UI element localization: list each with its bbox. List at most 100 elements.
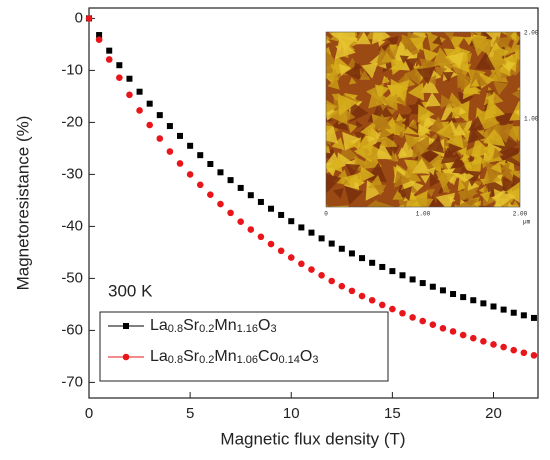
inset-grain [379, 126, 392, 139]
data-point [409, 314, 416, 321]
inset-grain [365, 135, 381, 150]
data-point [156, 112, 163, 119]
y-tick-label: 0 [75, 9, 83, 26]
data-point [268, 205, 275, 212]
inset-grain [393, 32, 407, 33]
inset-grain [313, 73, 326, 87]
inset-grain [404, 159, 421, 175]
legend-label: La0.8Sr0.2Mn1.06Co0.14O3 [150, 348, 319, 366]
inset-grain [342, 206, 357, 207]
inset-grain [434, 66, 448, 79]
plot-frame [88, 7, 539, 399]
inset-grain [376, 208, 383, 215]
inset-grain [473, 200, 481, 207]
data-point [480, 300, 487, 307]
data-point [227, 177, 234, 184]
inset-grain [348, 123, 358, 134]
inset-grain [336, 93, 358, 116]
inset-grain [420, 175, 430, 184]
data-point [328, 277, 336, 285]
inset-grain [509, 100, 520, 121]
data-point [500, 306, 507, 313]
inset-grain [314, 54, 325, 67]
legend-marker [123, 323, 129, 329]
data-point [429, 321, 437, 328]
data-point [460, 294, 467, 301]
inset-grain [415, 198, 434, 207]
inset-grain [382, 93, 398, 111]
data-point [338, 282, 346, 290]
inset-grain [406, 32, 407, 33]
inset-grain [432, 35, 443, 46]
inset-grain [456, 172, 466, 183]
inset-grain [505, 60, 516, 72]
inset-grain [458, 78, 472, 92]
data-point [288, 218, 295, 225]
inset-x-label: 0 [324, 211, 328, 218]
inset-grain [361, 62, 378, 79]
data-point [530, 314, 537, 321]
inset-grain [332, 188, 344, 199]
inset-grain [447, 52, 464, 69]
data-point [389, 305, 396, 313]
data-point [156, 135, 164, 142]
data-point [450, 291, 457, 297]
data-point [196, 181, 204, 189]
x-tick-label: 15 [384, 405, 401, 422]
data-point [419, 317, 427, 325]
inset-grain [365, 150, 378, 164]
inset-grain [452, 159, 469, 175]
data-point [247, 226, 255, 233]
inset-grain [375, 135, 385, 143]
inset-grain [397, 186, 412, 201]
inset-grain [417, 104, 435, 124]
inset-grain [365, 162, 387, 183]
inset-grain [347, 140, 357, 150]
inset-grain [392, 190, 404, 200]
inset-grain [344, 173, 357, 187]
x-tick-label: 20 [485, 405, 502, 422]
inset-grain [483, 142, 493, 154]
inset-grain [330, 32, 342, 42]
data-point [257, 198, 264, 205]
data-point [510, 309, 517, 316]
inset-grain [492, 147, 504, 159]
inset-grain [401, 118, 410, 128]
data-point [217, 200, 224, 208]
inset-grain [510, 33, 520, 53]
inset-grain [355, 120, 363, 129]
inset-grain [397, 147, 408, 157]
data-point [368, 296, 376, 304]
inset-grain [326, 68, 340, 81]
data-point [409, 276, 416, 283]
data-point [237, 184, 244, 191]
inset-grain [511, 89, 520, 99]
inset-grain [469, 32, 476, 37]
inset-x-label: 2.00 [513, 211, 528, 218]
data-point [480, 338, 487, 345]
inset-grain [390, 57, 408, 76]
inset-grain [353, 131, 367, 143]
inset-grain [519, 60, 520, 65]
data-point [105, 56, 113, 63]
inset-grain [446, 92, 463, 108]
data-point [459, 331, 467, 339]
inset-grain [356, 32, 371, 45]
inset-grain [326, 145, 331, 154]
inset-grain [475, 52, 496, 70]
inset-y-label: 1.00 [524, 116, 539, 123]
inset-image: 0 1.00 2.00 µm 2.00 1.00 [313, 30, 539, 226]
inset-grain [499, 159, 506, 167]
data-point [176, 160, 184, 167]
data-point [378, 301, 386, 309]
data-point [197, 152, 204, 159]
inset-grain [397, 204, 405, 207]
data-point [136, 107, 143, 114]
data-point [490, 341, 497, 348]
data-point [328, 240, 335, 247]
inset-y-label: 2.00 [524, 30, 539, 37]
inset-grain [381, 76, 389, 84]
data-point [146, 100, 153, 107]
inset-grain [412, 138, 431, 159]
